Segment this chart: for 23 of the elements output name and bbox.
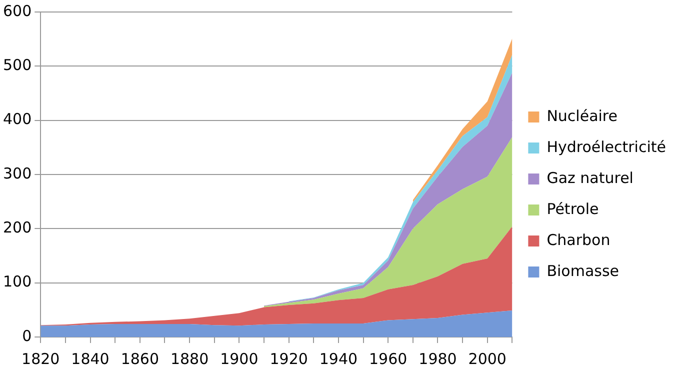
x-tick-label: 2000: [468, 350, 506, 368]
y-tick-label: 500: [2, 56, 32, 74]
x-tick-label: 1820: [22, 350, 60, 368]
legend-label: Charbon: [546, 230, 610, 249]
y-tick-label: 300: [2, 164, 32, 182]
legend-label: Pétrole: [546, 200, 599, 218]
legend-label: Hydroélectricité: [546, 138, 666, 156]
legend-label: Nucléaire: [546, 106, 618, 125]
y-tick-label: 600: [2, 2, 32, 20]
x-tick-label: 1840: [71, 350, 110, 368]
y-tick-label: 100: [2, 272, 32, 291]
x-tick-label: 1940: [319, 350, 358, 368]
x-tick-label: 1960: [369, 350, 408, 368]
y-tick-label: 0: [22, 326, 32, 345]
x-tick-label: 1860: [120, 350, 159, 368]
legend-label: Gaz naturel: [546, 168, 634, 187]
y-tick-label: 200: [2, 218, 32, 237]
x-tick-label: 1920: [270, 350, 308, 368]
x-tick-label: 1900: [220, 350, 258, 368]
x-tick-label: 1980: [418, 350, 457, 368]
y-tick-label: 400: [2, 110, 32, 128]
x-tick-label: 1880: [170, 350, 209, 368]
legend-label: Biomasse: [546, 262, 620, 280]
